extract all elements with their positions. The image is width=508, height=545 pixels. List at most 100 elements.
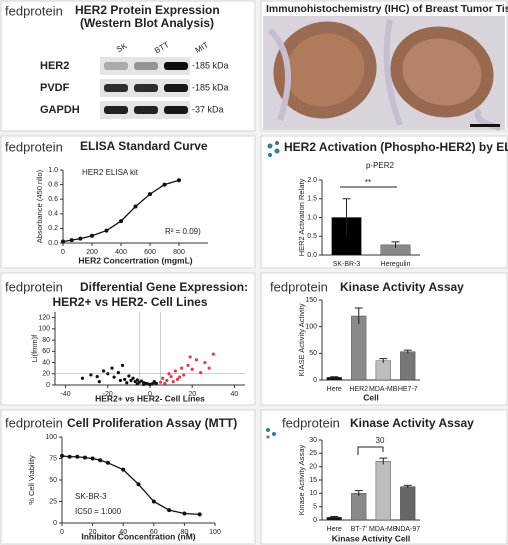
point bbox=[167, 372, 171, 376]
y-axis-label: Li(fmm)f bbox=[30, 334, 39, 362]
y-tick-label: 100 bbox=[45, 434, 57, 441]
point bbox=[131, 376, 135, 380]
y-tick-label: 20 bbox=[42, 371, 50, 378]
x-tick-label: 0 bbox=[148, 391, 152, 398]
y-tick-label: 10 bbox=[309, 490, 317, 497]
brand: fedprotein bbox=[270, 279, 328, 294]
point bbox=[158, 380, 163, 384]
error-bar bbox=[403, 484, 412, 488]
ihc-title: Immunohistochemistry (IHC) of Breast Tum… bbox=[266, 3, 508, 15]
blot-band bbox=[164, 84, 188, 92]
point bbox=[190, 367, 194, 371]
error-bar bbox=[330, 376, 339, 378]
y-tick-label: 5 bbox=[313, 504, 317, 511]
point bbox=[194, 358, 199, 362]
y-tick-label: 0.2 bbox=[48, 225, 58, 232]
brand: fedprotein bbox=[5, 279, 63, 294]
row-label: GAPDH bbox=[40, 104, 80, 116]
point bbox=[82, 455, 87, 460]
x-tick-label: MDA-MB bbox=[369, 386, 398, 393]
y-tick-label: 1.5 bbox=[307, 196, 317, 203]
y-tick-label: 0 bbox=[46, 382, 50, 389]
y-tick-label: 25 bbox=[309, 450, 317, 457]
bar bbox=[375, 360, 391, 381]
point bbox=[60, 453, 64, 458]
panel-title: HER2 Protein Expression bbox=[75, 3, 220, 17]
error-bar bbox=[354, 490, 363, 496]
point bbox=[173, 369, 177, 373]
blot-band bbox=[164, 106, 188, 114]
y-tick-label: 0.8 bbox=[48, 181, 58, 188]
point bbox=[98, 458, 103, 463]
point bbox=[106, 372, 110, 376]
point bbox=[182, 511, 187, 516]
x-tick-label: 200 bbox=[86, 249, 98, 256]
y-tick-label: 0.0 bbox=[48, 240, 58, 247]
x-tick-label: 600 bbox=[144, 249, 156, 256]
point bbox=[161, 376, 165, 380]
bar bbox=[400, 486, 416, 521]
point bbox=[95, 374, 99, 379]
point bbox=[116, 371, 120, 375]
error-bar bbox=[391, 241, 400, 248]
annotation: SK-BR-3 bbox=[75, 492, 107, 501]
point bbox=[177, 375, 182, 379]
y-tick-label: 30 bbox=[309, 437, 317, 444]
chart-subtitle: p-PER2 bbox=[366, 161, 395, 170]
point bbox=[120, 363, 125, 367]
point bbox=[104, 228, 109, 233]
error-bar bbox=[330, 516, 339, 519]
blot-band bbox=[134, 62, 158, 70]
size-label: -37 kDa bbox=[192, 104, 224, 114]
blot-band bbox=[134, 106, 158, 114]
x-tick-label: -40 bbox=[60, 391, 70, 398]
annotation: R² = 0.09) bbox=[165, 227, 201, 236]
point bbox=[123, 377, 127, 381]
error-bar bbox=[379, 358, 388, 363]
row-label: HER2 bbox=[40, 60, 69, 72]
point bbox=[203, 360, 207, 365]
y-tick-label: 0 bbox=[53, 520, 57, 527]
x-tick-label: 20 bbox=[188, 391, 196, 398]
point bbox=[97, 380, 101, 384]
x-tick-label: Here bbox=[327, 526, 342, 533]
y-tick-label: 80 bbox=[42, 337, 50, 344]
chart-title: Cell Proliferation Assay (MTT) bbox=[67, 416, 237, 430]
panel bbox=[0, 135, 256, 269]
point bbox=[80, 376, 85, 380]
error-bar bbox=[342, 198, 351, 237]
y-axis-label: Absorbance (450 nllo) bbox=[35, 169, 44, 243]
blot-band bbox=[134, 84, 158, 92]
panel-subtitle: (Western Blot Analysis) bbox=[80, 16, 214, 30]
chart-title: ELISA Standard Curve bbox=[80, 139, 208, 153]
y-tick-label: 1.0 bbox=[307, 214, 317, 221]
point bbox=[90, 233, 94, 238]
chart-title: Kinase Activity Assay bbox=[340, 280, 464, 294]
y-tick-label: 0 bbox=[313, 377, 317, 384]
point bbox=[78, 236, 83, 241]
point bbox=[125, 381, 129, 385]
chart-subtitle: HER2+ vs HER2- Cell Lines bbox=[52, 295, 207, 309]
x-axis-label: Kinase Activity Cell bbox=[332, 533, 411, 543]
point bbox=[177, 178, 181, 183]
x-tick-label: SK-BR-3 bbox=[333, 261, 361, 268]
error-bar bbox=[354, 307, 363, 324]
point bbox=[69, 238, 74, 243]
y-axis-label: KIASE Activity Activity bbox=[297, 303, 306, 376]
panel bbox=[0, 409, 256, 545]
x-tick-label: Heregulin bbox=[381, 261, 411, 268]
point bbox=[121, 467, 126, 472]
annotation: ** bbox=[365, 178, 371, 187]
bar bbox=[351, 315, 367, 381]
x-tick-label: 20 bbox=[89, 529, 97, 536]
point bbox=[182, 373, 186, 377]
y-tick-label: 0 bbox=[313, 517, 317, 524]
x-tick-label: HER2 bbox=[349, 386, 368, 393]
annotation: HER2 ELISA kit bbox=[82, 168, 139, 177]
y-axis-label: % Cell Viability bbox=[27, 455, 36, 505]
error-bar bbox=[379, 457, 388, 465]
brand: fedprotein bbox=[5, 3, 63, 18]
y-tick-label: 50 bbox=[49, 477, 57, 484]
point bbox=[142, 382, 146, 387]
